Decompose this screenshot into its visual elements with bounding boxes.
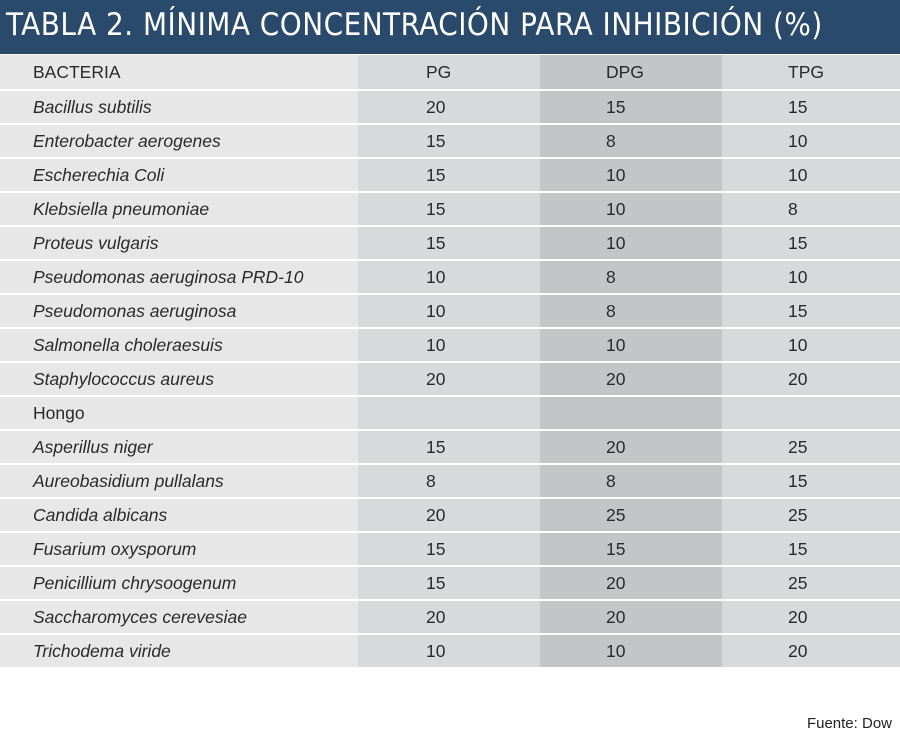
organism-name-cell: Candida albicans: [0, 499, 358, 533]
tpg-value-cell: 25: [722, 567, 900, 601]
table-body: Bacillus subtilis 20 15 15 Enterobacter aero…: [0, 91, 900, 669]
dpg-value-cell: 8: [540, 295, 722, 329]
organism-name-cell: Staphylococcus aureus: [0, 363, 358, 397]
tpg-value-cell: 10: [722, 261, 900, 295]
dpg-value-cell: 20: [540, 601, 722, 635]
pg-value-cell: 10: [358, 635, 540, 669]
organism-name-cell: Pseudomonas aeruginosa: [0, 295, 358, 329]
pg-value-cell: 15: [358, 193, 540, 227]
organism-name-cell: Asperillus niger: [0, 431, 358, 465]
table-row: Bacillus subtilis 20 15 15: [0, 91, 900, 125]
organism-name-cell: Hongo: [0, 397, 358, 431]
tpg-value-cell: 10: [722, 329, 900, 363]
dpg-value-cell: 20: [540, 567, 722, 601]
organism-name-cell: Trichodema viride: [0, 635, 358, 669]
table-row: Aureobasidium pullalans 8 8 15: [0, 465, 900, 499]
pg-value-cell: [358, 397, 540, 431]
dpg-value-cell: 20: [540, 431, 722, 465]
dpg-value-cell: 15: [540, 91, 722, 125]
source-note: Fuente: Dow: [806, 715, 892, 732]
pg-value-cell: 20: [358, 499, 540, 533]
dpg-value-cell: 20: [540, 363, 722, 397]
pg-value-cell: 20: [358, 91, 540, 125]
organism-name-cell: Penicillium chrysoogenum: [0, 567, 358, 601]
tpg-value-cell: 15: [722, 227, 900, 261]
tpg-value-cell: 25: [722, 499, 900, 533]
tpg-value-cell: 25: [722, 431, 900, 465]
pg-value-cell: 15: [358, 533, 540, 567]
tpg-value-cell: 10: [722, 125, 900, 159]
table-row: Penicillium chrysoogenum 15 20 25: [0, 567, 900, 601]
table-row: Pseudomonas aeruginosa PRD-10 10 8 10: [0, 261, 900, 295]
dpg-value-cell: 10: [540, 635, 722, 669]
pg-value-cell: 20: [358, 363, 540, 397]
dpg-value-cell: [540, 397, 722, 431]
pg-value-cell: 10: [358, 295, 540, 329]
pg-value-cell: 15: [358, 431, 540, 465]
table-row: Hongo: [0, 397, 900, 431]
table-row: Enterobacter aerogenes 15 8 10: [0, 125, 900, 159]
tpg-value-cell: [722, 397, 900, 431]
tpg-value-cell: 15: [722, 465, 900, 499]
tpg-value-cell: 20: [722, 601, 900, 635]
pg-value-cell: 10: [358, 261, 540, 295]
pg-value-cell: 20: [358, 601, 540, 635]
organism-name-cell: Escherechia Coli: [0, 159, 358, 193]
tpg-value-cell: 15: [722, 533, 900, 567]
table-row: Pseudomonas aeruginosa 10 8 15: [0, 295, 900, 329]
dpg-value-cell: 10: [540, 227, 722, 261]
pg-value-cell: 15: [358, 125, 540, 159]
organism-name-cell: Saccharomyces cerevesiae: [0, 601, 358, 635]
organism-name-cell: Proteus vulgaris: [0, 227, 358, 261]
table-row: Salmonella choleraesuis 10 10 10: [0, 329, 900, 363]
table-row: Trichodema viride 10 10 20: [0, 635, 900, 669]
dpg-value-cell: 15: [540, 533, 722, 567]
tpg-value-cell: 10: [722, 159, 900, 193]
dpg-value-cell: 8: [540, 465, 722, 499]
dpg-value-cell: 10: [540, 329, 722, 363]
tpg-value-cell: 20: [722, 363, 900, 397]
header-pg: PG: [358, 55, 540, 91]
pg-value-cell: 10: [358, 329, 540, 363]
table-row: Candida albicans 20 25 25: [0, 499, 900, 533]
table-row: Staphylococcus aureus 20 20 20: [0, 363, 900, 397]
table-row: Klebsiella pneumoniae 15 10 8: [0, 193, 900, 227]
header-dpg: DPG: [540, 55, 722, 91]
organism-name-cell: Aureobasidium pullalans: [0, 465, 358, 499]
pg-value-cell: 15: [358, 227, 540, 261]
organism-name-cell: Enterobacter aerogenes: [0, 125, 358, 159]
inhibition-table: BACTERIA PG DPG TPG Bacillus subtilis 20 1…: [0, 55, 900, 669]
organism-name-cell: Pseudomonas aeruginosa PRD-10: [0, 261, 358, 295]
table-row: Escherechia Coli 15 10 10: [0, 159, 900, 193]
header-bacteria: BACTERIA: [0, 55, 358, 91]
dpg-value-cell: 10: [540, 193, 722, 227]
dpg-value-cell: 8: [540, 125, 722, 159]
organism-name-cell: Fusarium oxysporum: [0, 533, 358, 567]
table-title: TABLA 2. MÍNIMA CONCENTRACIÓN PARA INHIB…: [0, 0, 900, 54]
tpg-value-cell: 15: [722, 295, 900, 329]
table-header-row: BACTERIA PG DPG TPG: [0, 55, 900, 91]
dpg-value-cell: 25: [540, 499, 722, 533]
organism-name-cell: Bacillus subtilis: [0, 91, 358, 125]
table-row: Asperillus niger 15 20 25: [0, 431, 900, 465]
tpg-value-cell: 20: [722, 635, 900, 669]
tpg-value-cell: 15: [722, 91, 900, 125]
table-row: Proteus vulgaris 15 10 15: [0, 227, 900, 261]
pg-value-cell: 15: [358, 567, 540, 601]
table-row: Saccharomyces cerevesiae 20 20 20: [0, 601, 900, 635]
dpg-value-cell: 8: [540, 261, 722, 295]
organism-name-cell: Klebsiella pneumoniae: [0, 193, 358, 227]
table-row: Fusarium oxysporum 15 15 15: [0, 533, 900, 567]
organism-name-cell: Salmonella choleraesuis: [0, 329, 358, 363]
pg-value-cell: 8: [358, 465, 540, 499]
pg-value-cell: 15: [358, 159, 540, 193]
tpg-value-cell: 8: [722, 193, 900, 227]
dpg-value-cell: 10: [540, 159, 722, 193]
header-tpg: TPG: [722, 55, 900, 91]
